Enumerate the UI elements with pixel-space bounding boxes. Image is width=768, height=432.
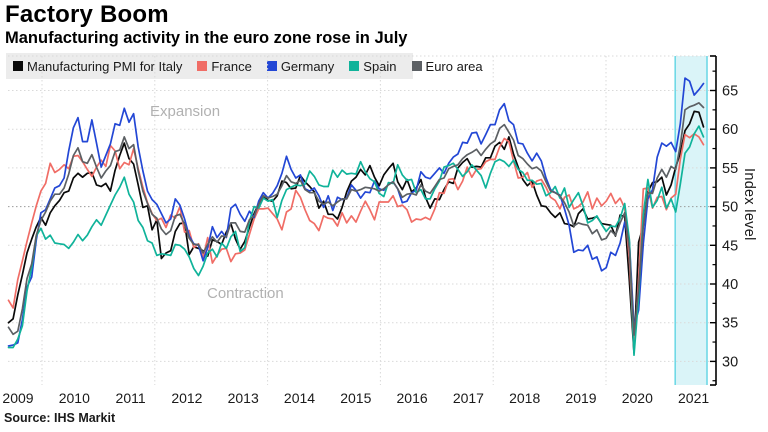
legend-item-euro-area[interactable]: Euro area xyxy=(411,58,483,74)
x-tick-label-2009: 2009 xyxy=(2,390,33,406)
legend-item-label: Germany xyxy=(280,58,335,74)
series-line-euro-area xyxy=(7,102,705,336)
x-tick-label-2014: 2014 xyxy=(284,390,315,406)
y-tick-label: 65 xyxy=(722,84,738,100)
legend-swatch-icon xyxy=(197,61,208,71)
y-tick-label: 45 xyxy=(722,238,738,254)
highlight-band-2021 xyxy=(675,56,707,385)
legend-swatch-icon xyxy=(266,61,277,71)
source-credit: Source: IHS Markit xyxy=(4,411,116,425)
legend-swatch-icon xyxy=(411,61,422,71)
y-axis-title: Index level xyxy=(741,168,757,241)
x-tick-label-2010: 2010 xyxy=(59,390,90,406)
x-tick-label-2020: 2020 xyxy=(622,390,653,406)
x-tick-label-2013: 2013 xyxy=(228,390,259,406)
x-tick-label-2012: 2012 xyxy=(171,390,202,406)
legend-item-spain[interactable]: Spain xyxy=(349,58,397,74)
chart-subtitle: Manufacturing activity in the euro zone … xyxy=(5,29,408,47)
series-line-spain xyxy=(7,125,705,357)
x-tick-label-2015: 2015 xyxy=(340,390,371,406)
page-title: Factory Boom xyxy=(5,1,169,28)
series-line-germany xyxy=(7,77,705,347)
x-tick-label-2019: 2019 xyxy=(565,390,596,406)
legend-item-label: Euro area xyxy=(425,58,483,74)
series-line-france xyxy=(7,132,705,351)
y-tick-label: 50 xyxy=(722,200,738,216)
x-tick-label-2016: 2016 xyxy=(397,390,428,406)
y-tick-label: 40 xyxy=(722,277,738,293)
series-line-manufacturing-pmi-for-italy xyxy=(7,110,705,354)
x-tick-label-2011: 2011 xyxy=(116,390,146,406)
x-tick-label-2017: 2017 xyxy=(453,390,484,406)
legend-item-manufacturing-pmi-for-italy[interactable]: Manufacturing PMI for Italy xyxy=(13,59,182,74)
legend-item-label: Spain xyxy=(363,58,397,74)
chart-legend: Manufacturing PMI for Italy France Germany… xyxy=(6,53,483,79)
y-tick-label: 35 xyxy=(722,316,738,332)
y-tick-label: 30 xyxy=(722,354,738,370)
x-tick-label-2021: 2021 xyxy=(678,390,709,406)
legend-item-france[interactable]: France xyxy=(197,58,252,74)
legend-item-label: France xyxy=(211,58,252,74)
contraction-zone-label: Contraction xyxy=(207,285,284,302)
x-tick-label-2018: 2018 xyxy=(509,390,540,406)
y-tick-label: 55 xyxy=(722,161,738,177)
legend-swatch-icon xyxy=(13,61,23,71)
legend-swatch-icon xyxy=(349,61,360,71)
legend-item-label: Manufacturing PMI for Italy xyxy=(27,58,183,74)
legend-item-germany[interactable]: Germany xyxy=(266,58,335,74)
expansion-zone-label: Expansion xyxy=(150,103,221,120)
y-tick-label: 60 xyxy=(722,122,738,138)
